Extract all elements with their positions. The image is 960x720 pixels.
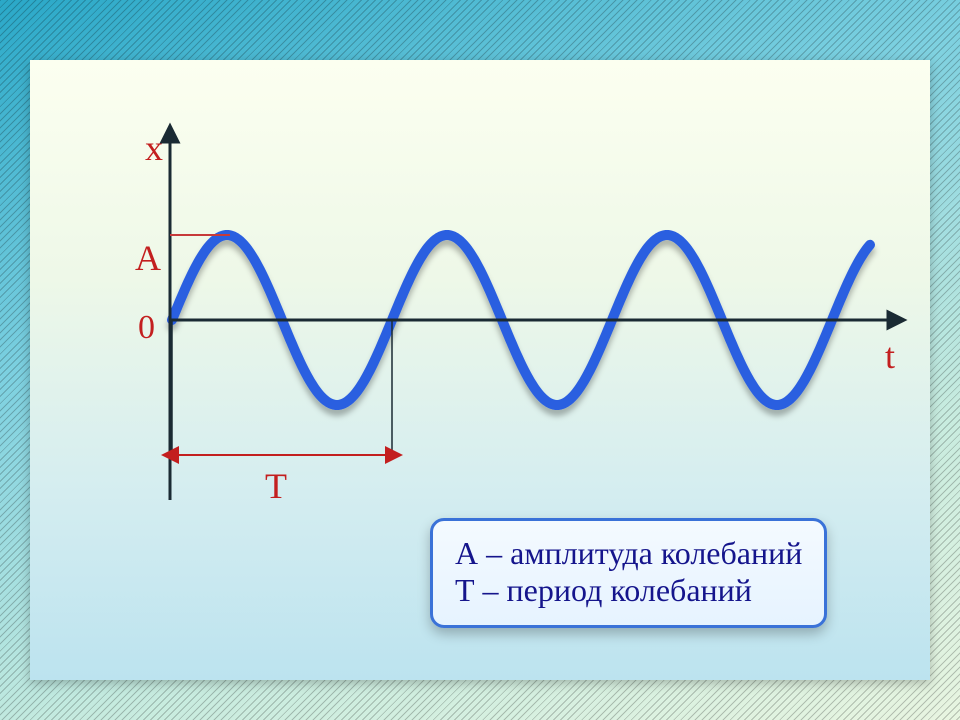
legend-box: А – амплитуда колебаний Т – период колеб… [430,518,827,628]
axis-label-x: x [145,128,163,168]
slide-background: x t 0 А Т А – амплитуда колебаний Т – период… [0,0,960,720]
content-panel: x t 0 А Т А – амплитуда колебаний Т – период… [30,60,930,680]
legend-line-period: Т – период колебаний [455,572,802,609]
period-label: Т [265,466,287,506]
axis-label-t: t [885,336,895,376]
origin-label: 0 [138,309,155,346]
legend-line-amplitude: А – амплитуда колебаний [455,535,802,572]
amplitude-label: А [135,238,161,278]
